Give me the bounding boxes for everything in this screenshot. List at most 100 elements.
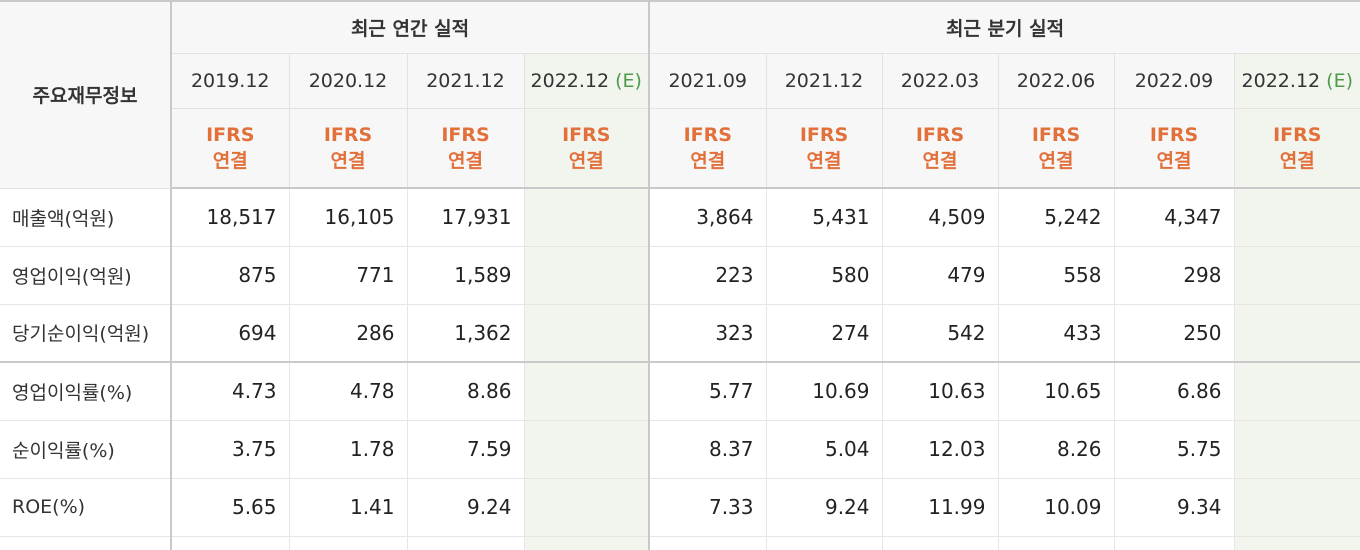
value-cell: 875	[171, 246, 289, 304]
annual-group-header: 최근 연간 실적	[171, 1, 649, 53]
value-cell	[524, 246, 649, 304]
ifrs-text: IFRS	[999, 122, 1114, 148]
value-cell	[1114, 536, 1234, 550]
ifrs-text: IFRS	[650, 122, 766, 148]
value-cell	[524, 304, 649, 362]
value-cell: 771	[289, 246, 407, 304]
value-cell: 323	[649, 304, 766, 362]
value-cell	[171, 536, 289, 550]
value-cell: 1,362	[407, 304, 524, 362]
value-cell: 1,589	[407, 246, 524, 304]
value-cell: 10.09	[998, 478, 1114, 536]
value-cell: 8.37	[649, 420, 766, 478]
row-label: 영업이익률(%)	[0, 362, 171, 420]
value-cell	[1234, 188, 1360, 246]
row-label	[0, 536, 171, 550]
value-cell: 5,431	[766, 188, 882, 246]
value-cell: 223	[649, 246, 766, 304]
value-cell: 16,105	[289, 188, 407, 246]
header-label: 주요재무정보	[0, 1, 171, 188]
value-cell: 542	[882, 304, 998, 362]
value-cell: 6.86	[1114, 362, 1234, 420]
quarter-date-header: 2022.09	[1114, 53, 1234, 108]
value-cell: 5.77	[649, 362, 766, 420]
ifrs-text: IFRS	[525, 122, 649, 148]
value-cell	[524, 478, 649, 536]
value-cell: 558	[998, 246, 1114, 304]
value-cell	[524, 188, 649, 246]
quarter-date-header: 2022.06	[998, 53, 1114, 108]
consolidated-text: 연결	[767, 148, 882, 174]
value-cell	[998, 536, 1114, 550]
date-label: 2021.12	[785, 70, 864, 92]
value-cell: 298	[1114, 246, 1234, 304]
consolidated-text: 연결	[290, 148, 407, 174]
estimate-mark: (E)	[609, 70, 642, 92]
value-cell	[524, 420, 649, 478]
table-row-partial	[0, 536, 1360, 550]
value-cell	[1234, 478, 1360, 536]
row-label: 순이익률(%)	[0, 420, 171, 478]
value-cell	[1234, 304, 1360, 362]
value-cell: 11.99	[882, 478, 998, 536]
consolidated-text: 연결	[883, 148, 998, 174]
value-cell: 274	[766, 304, 882, 362]
quarter-date-header: 2021.12	[766, 53, 882, 108]
value-cell	[524, 362, 649, 420]
quarter-date-header: 2022.03	[882, 53, 998, 108]
annual-date-header: 2019.12	[171, 53, 289, 108]
date-label: 2022.12	[531, 70, 610, 92]
row-label: 당기순이익(억원)	[0, 304, 171, 362]
value-cell: 5.65	[171, 478, 289, 536]
value-cell: 3.75	[171, 420, 289, 478]
value-cell: 9.24	[407, 478, 524, 536]
annual-date-header: 2021.12	[407, 53, 524, 108]
annual-date-header: 2022.12 (E)	[524, 53, 649, 108]
row-label: ROE(%)	[0, 478, 171, 536]
value-cell: 4,347	[1114, 188, 1234, 246]
value-cell	[1234, 420, 1360, 478]
ifrs-text: IFRS	[290, 122, 407, 148]
value-cell	[766, 536, 882, 550]
value-cell: 3,864	[649, 188, 766, 246]
value-cell: 10.65	[998, 362, 1114, 420]
annual-date-header: 2020.12	[289, 53, 407, 108]
consolidated-text: 연결	[999, 148, 1114, 174]
date-label: 2022.12	[1242, 70, 1321, 92]
value-cell: 9.24	[766, 478, 882, 536]
value-cell: 479	[882, 246, 998, 304]
value-cell: 4.78	[289, 362, 407, 420]
row-label: 영업이익(억원)	[0, 246, 171, 304]
value-cell	[289, 536, 407, 550]
value-cell: 8.86	[407, 362, 524, 420]
ifrs-text: IFRS	[767, 122, 882, 148]
date-label: 2021.09	[668, 70, 747, 92]
value-cell: 10.69	[766, 362, 882, 420]
ifrs-text: IFRS	[408, 122, 524, 148]
date-label: 2021.12	[426, 70, 505, 92]
value-cell: 1.41	[289, 478, 407, 536]
value-cell: 12.03	[882, 420, 998, 478]
value-cell	[524, 536, 649, 550]
consolidated-text: 연결	[1235, 148, 1360, 174]
ifrs-text: IFRS	[883, 122, 998, 148]
date-label: 2022.09	[1135, 70, 1214, 92]
value-cell: 7.59	[407, 420, 524, 478]
date-label: 2020.12	[309, 70, 388, 92]
